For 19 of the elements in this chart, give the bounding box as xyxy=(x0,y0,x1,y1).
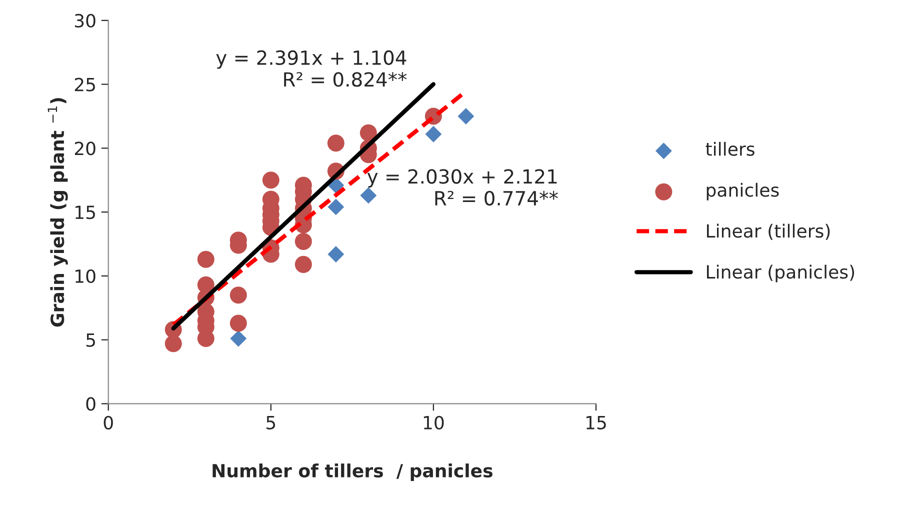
y-tick-label: 25 xyxy=(74,78,95,92)
y-tick-label: 30 xyxy=(74,14,96,28)
legend-label: tillers xyxy=(706,142,754,156)
x-axis-title: Number of tillers / panicles xyxy=(212,464,492,481)
y-tick-label: 5 xyxy=(86,334,95,347)
x-tick-label: 5 xyxy=(266,416,276,430)
y-tick-label: 0 xyxy=(86,397,96,411)
x-tick-label: 15 xyxy=(586,416,606,430)
x-tick-label: 10 xyxy=(424,416,444,430)
y-tick-label: 10 xyxy=(76,269,96,284)
y-tick-label: 15 xyxy=(76,206,95,220)
y-axis-title: Grain yield (g plant $^{−1}$) xyxy=(48,98,68,327)
legend-label: Linear (tillers) xyxy=(706,224,830,240)
y-tick-label: 20 xyxy=(74,142,96,156)
legend-label: Linear (panicles) xyxy=(706,264,854,282)
annotation: y = 2.030x + 2.121 R² = 0.774** xyxy=(367,169,558,206)
annotation: y = 2.391x + 1.104 R² = 0.824** xyxy=(216,50,407,87)
legend-label: panicles xyxy=(706,182,779,200)
x-tick-label: 0 xyxy=(104,416,113,430)
